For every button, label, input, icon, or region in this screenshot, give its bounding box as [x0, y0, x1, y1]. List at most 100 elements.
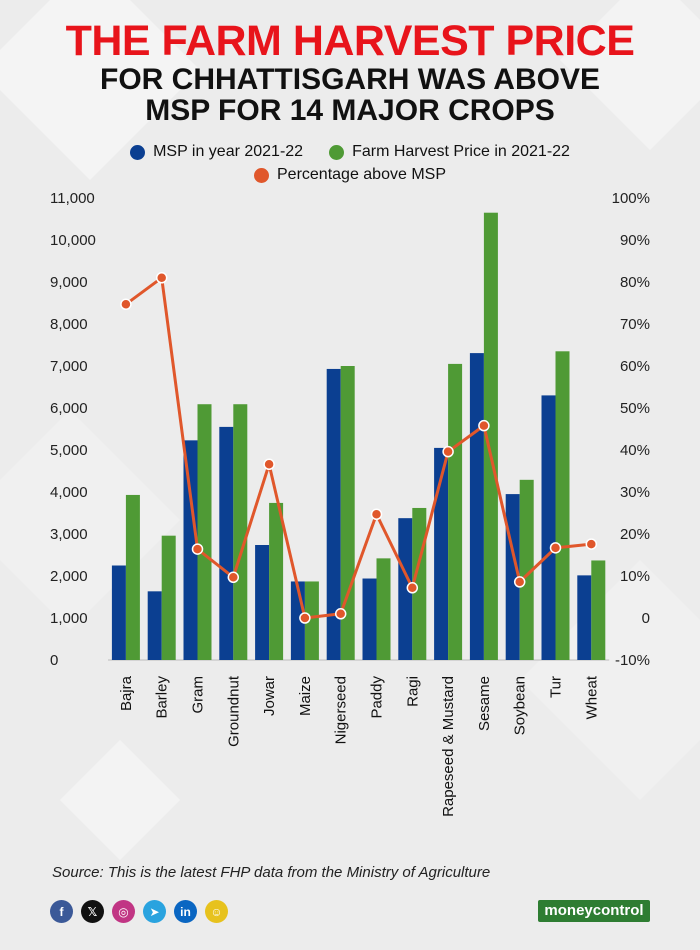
chart-title: THE FARM HARVEST PRICE [65, 17, 635, 65]
bar-fhp [519, 479, 534, 660]
bar-fhp [125, 494, 140, 660]
point-pct [549, 542, 562, 554]
right-tick-label: 60% [620, 358, 650, 375]
bar-msp [398, 518, 413, 660]
source-note: Source: This is the latest FHP data from… [52, 864, 491, 881]
category-label: Tur [548, 676, 565, 698]
legend: MSP in year 2021-22 Farm Harvest Price i… [0, 143, 700, 161]
right-tick-label: 80% [620, 274, 650, 291]
legend-swatch-pct [254, 167, 269, 183]
right-tick-label: 70% [620, 316, 650, 333]
right-tick-label: 20% [620, 526, 650, 543]
right-tick-label: 0 [642, 610, 650, 627]
right-tick-label: 40% [620, 442, 650, 459]
point-pct [299, 612, 311, 624]
bar-msp [147, 591, 162, 660]
x-icon[interactable]: 𝕏 [81, 900, 104, 923]
left-tick-label: 7,000 [50, 358, 88, 375]
category-label: Jowar [261, 676, 278, 716]
category-label: Gram [190, 676, 207, 714]
point-pct [478, 419, 490, 432]
bar-fhp [376, 558, 391, 660]
bar-fhp [269, 502, 284, 660]
series-line-pct [125, 276, 592, 620]
right-tick-label: 30% [620, 484, 650, 501]
left-tick-label: 5,000 [50, 442, 88, 459]
left-tick-label: 4,000 [50, 484, 88, 501]
bar-fhp [448, 363, 463, 660]
left-tick-label: 11,000 [50, 190, 95, 207]
legend-label-fhp: Farm Harvest Price in 2021-22 [352, 143, 570, 160]
bar-msp [111, 565, 126, 660]
bar-fhp [555, 351, 570, 660]
legend-item-pct: Percentage above MSP [254, 166, 446, 184]
legend-swatch-msp [130, 144, 146, 160]
legend-label-msp: MSP in year 2021-22 [153, 143, 304, 160]
category-label: Rapeseed & Mustard [440, 676, 457, 817]
legend-item-fhp: Farm Harvest Price in 2021-22 [329, 143, 570, 161]
snapchat-icon[interactable]: ☺ [205, 900, 228, 923]
point-pct [227, 571, 240, 584]
bar-msp [577, 575, 592, 660]
bar-msp [434, 447, 449, 660]
telegram-icon[interactable]: ➤ [143, 900, 166, 923]
category-label: Barley [154, 676, 171, 719]
category-label: Paddy [369, 676, 386, 719]
left-tick-label: 3,000 [50, 526, 88, 543]
right-tick-label: 100% [612, 190, 650, 207]
right-tick-label: -10% [615, 652, 650, 669]
social-icons: f 𝕏 ◎ ➤ in ☺ [50, 900, 228, 923]
instagram-icon[interactable]: ◎ [112, 900, 135, 923]
point-pct [263, 458, 275, 471]
left-tick-label: 1,000 [50, 610, 88, 627]
left-tick-label: 6,000 [50, 400, 88, 417]
legend-label-pct: Percentage above MSP [277, 166, 446, 183]
bar-fhp [591, 560, 606, 660]
left-tick-label: 0 [50, 652, 58, 669]
bar-msp [255, 545, 270, 660]
category-label: Groundnut [225, 675, 242, 747]
bar-msp [219, 426, 234, 660]
facebook-icon[interactable]: f [50, 900, 73, 923]
bar-fhp [161, 535, 176, 660]
left-tick-label: 2,000 [50, 568, 88, 585]
right-tick-label: 50% [620, 400, 650, 417]
legend-row-2: Percentage above MSP [0, 166, 700, 184]
legend-swatch-fhp [329, 144, 345, 160]
category-label: Soybean [512, 676, 529, 735]
category-label: Nigerseed [333, 676, 350, 744]
point-pct [334, 608, 347, 620]
bar-msp [469, 353, 484, 660]
chart-area: 11,000 10,000 9,000 8,000 7,000 6,000 5,000 4,0… [50, 190, 650, 817]
bar-fhp [197, 404, 212, 660]
category-label: Maize [297, 676, 314, 716]
left-tick-label: 8,000 [50, 316, 88, 333]
category-label: Ragi [404, 676, 421, 707]
point-pct [442, 445, 454, 458]
chart-subtitle-line-2: MSP FOR 14 MAJOR CROPS [145, 94, 555, 127]
bar-msp [362, 578, 377, 660]
right-tick-label: 10% [620, 568, 650, 585]
chart-subtitle-line-1: FOR CHHATTISGARH WAS ABOVE [100, 63, 600, 96]
category-label: Sesame [476, 676, 493, 731]
left-tick-label: 9,000 [50, 274, 88, 291]
point-pct [191, 543, 204, 555]
brand-logo[interactable]: moneycontrol [538, 900, 650, 922]
bar-fhp [233, 404, 248, 660]
point-pct [120, 298, 132, 311]
bar-fhp [483, 212, 498, 660]
bar-msp [541, 395, 556, 660]
bar-fhp [304, 581, 319, 660]
point-pct [585, 538, 598, 550]
point-pct [370, 508, 383, 521]
bar-msp [183, 440, 198, 660]
point-pct [155, 272, 168, 284]
right-tick-label: 90% [620, 232, 650, 249]
linkedin-icon[interactable]: in [174, 900, 197, 923]
category-label: Wheat [583, 675, 600, 719]
category-label: Bajra [118, 675, 135, 711]
left-tick-label: 10,000 [50, 232, 96, 249]
point-pct [513, 576, 526, 588]
legend-item-msp: MSP in year 2021-22 [130, 143, 303, 161]
point-pct [406, 582, 419, 594]
